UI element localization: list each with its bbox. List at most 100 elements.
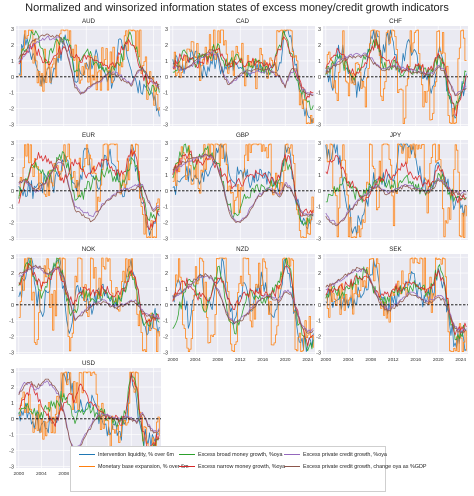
series-line-s5 [18,264,160,322]
x-tick-label: 2008 [365,357,376,363]
series-line-s3 [325,155,467,204]
series-line-s1 [325,143,467,238]
y-tick-label: -1 [316,91,321,97]
y-tick-label: -1 [163,205,168,211]
y-tick-label: 0 [165,75,168,81]
panel-chf: -3 -2 -1 0 1 2 3 CHF [316,18,468,128]
y-tick-label: -1 [163,91,168,97]
y-tick-label: 0 [11,75,14,81]
series-line-s3 [172,265,314,347]
legend-swatch [284,466,300,468]
panel-cad: -3 -2 -1 0 1 2 3 CAD [163,18,315,128]
panel-series [18,29,160,117]
y-tick-label: 2 [165,271,168,277]
series-line-s4 [325,52,467,95]
panel-title: AUD [82,18,96,25]
panel-title: USD [82,360,96,367]
y-tick-label: 2 [165,157,168,163]
y-tick-label: -2 [9,107,14,113]
x-tick-label: 2008 [212,357,223,363]
series-line-s1 [325,29,467,124]
series-line-s5 [18,158,160,223]
x-tick-label: 2012 [388,357,399,363]
y-tick-label: -2 [9,449,14,455]
legend-item: Monetary base expansion, % over 6m [79,463,189,471]
y-tick-label: 1 [165,287,168,293]
y-tick-label: -1 [9,319,14,325]
legend-label: Excess private credit growth, change oya… [303,464,427,470]
x-tick-label: 2024 [302,357,313,363]
series-line-s5 [172,153,314,223]
series-line-s3 [172,36,314,100]
panel-title: SEK [389,246,402,253]
y-tick-label: 0 [11,417,14,423]
legend-label: Excess broad money growth, %oya [198,452,283,458]
series-line-s4 [18,161,160,217]
y-tick-label: 0 [165,303,168,309]
y-tick-label: 3 [11,27,14,33]
series-line-s4 [325,177,467,225]
y-tick-label: 2 [318,271,321,277]
series-line-s4 [18,266,160,320]
series-line-s3 [18,149,160,231]
series-line-s5 [172,49,314,97]
y-tick-label: -3 [163,350,168,356]
legend-swatch [179,466,195,468]
series-line-s4 [18,380,160,451]
legend-label: Monetary base expansion, % over 6m [98,464,189,470]
y-tick-label: -2 [9,335,14,341]
y-tick-label: 1 [11,59,14,65]
x-tick-label: 2016 [410,357,421,363]
panel-eur: -3 -2 -1 0 1 2 3 EUR [9,132,161,242]
panel-title: JPY [390,132,401,139]
series-line-s2 [18,151,160,221]
y-tick-label: 2 [11,385,14,391]
y-tick-label: 1 [11,173,14,179]
x-tick-label: 2004 [190,357,201,363]
y-tick-label: 3 [318,141,321,147]
y-tick-label: 1 [318,287,321,293]
y-tick-label: 2 [318,157,321,163]
y-tick-label: 3 [165,141,168,147]
legend-item: Excess private credit growth, change oya… [284,463,426,471]
panel-title: CHF [389,18,402,25]
y-tick-label: -1 [9,205,14,211]
x-tick-label: 2020 [433,357,444,363]
series-line-s5 [325,54,467,97]
series-line-s2 [18,257,160,327]
series-line-s3 [18,372,160,451]
x-tick-label: 2004 [36,471,47,477]
y-tick-label: -2 [316,221,321,227]
x-tick-label: 2016 [257,357,268,363]
y-tick-label: -2 [163,335,168,341]
panel-gbp: -3 -2 -1 0 1 2 3 GBP [163,132,315,242]
y-tick-label: 3 [11,141,14,147]
x-tick-label: 2000 [167,357,178,363]
legend-swatch [179,454,195,456]
y-tick-label: -2 [316,107,321,113]
panel-title: NZD [236,246,249,253]
y-tick-label: -3 [9,350,14,356]
series-line-s1 [172,29,314,124]
y-tick-label: -2 [163,221,168,227]
y-tick-label: 3 [165,255,168,261]
y-tick-label: 0 [318,75,321,81]
panel-title: EUR [82,132,96,139]
y-tick-label: 1 [165,59,168,65]
legend-label: Intervention liquidity, % over 6m [98,452,175,458]
y-tick-label: -3 [9,464,14,470]
y-tick-label: 2 [11,271,14,277]
y-tick-label: -1 [163,319,168,325]
y-tick-label: 3 [318,255,321,261]
series-line-s2 [172,257,314,352]
series-line-s4 [172,51,314,96]
legend-swatch [79,466,95,468]
y-tick-label: -2 [316,335,321,341]
y-tick-label: 0 [11,189,14,195]
panel-nzd: -3 -2 -1 0 1 2 3 2000 2004 2008 2012 2016 2020 2024 NZ… [163,246,315,363]
figure-title: Normalized and winsorized information st… [25,2,449,14]
series-line-s0 [18,144,160,236]
panel-title: CAD [236,18,250,25]
series-line-s5 [172,273,314,334]
